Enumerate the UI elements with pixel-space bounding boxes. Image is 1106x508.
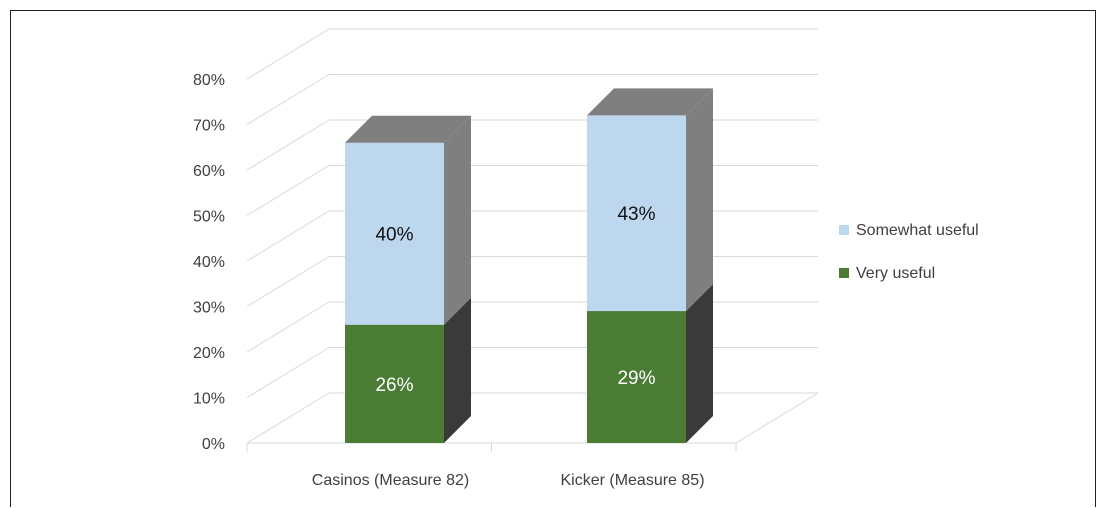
legend-swatch-very-useful: [839, 268, 849, 278]
grid-diagonal: [246, 210, 330, 262]
bar-segment-front: [587, 115, 686, 312]
bar-segment-side: [444, 115, 471, 325]
y-tick-label: 50%: [193, 209, 225, 226]
grid-diagonal: [246, 165, 330, 216]
bar-segment-front: [345, 324, 444, 443]
legend-swatch-somewhat-useful: [839, 225, 849, 235]
y-tick-label: 20%: [193, 345, 225, 362]
y-tick-label: 70%: [193, 118, 225, 135]
x-category-label: Kicker (Measure 85): [560, 472, 704, 489]
x-axis-categories: Casinos (Measure 82) Kicker (Measure 85): [312, 472, 705, 489]
bars: 26% 40% 29% 43%: [345, 88, 713, 443]
legend: Somewhat useful Very useful: [839, 222, 979, 282]
y-tick-label: 0%: [202, 436, 225, 453]
bar-segment-front: [345, 142, 444, 325]
x-category-label: Casinos (Measure 82): [312, 472, 469, 489]
chart-frame: 0% 10% 20% 30% 40% 50% 60% 70% 80% 26% 40% 29% 43% …: [10, 10, 1096, 507]
stacked-bar-chart: 0%10%20%30%40%50%60%70%80% 26%40%29%43% …: [193, 28, 979, 489]
bar-segment-side: [686, 284, 713, 443]
bar-segment-side: [686, 88, 713, 312]
data-label: 40%: [375, 225, 413, 246]
bar-segment-side: [444, 297, 471, 443]
bar-top-face: [587, 88, 713, 116]
bar-top-face: [345, 115, 471, 143]
y-tick-label: 60%: [193, 163, 225, 180]
grid-diagonal: [246, 28, 330, 80]
grid-diagonal: [246, 256, 330, 307]
grid-diagonal: [246, 301, 330, 353]
legend-label-somewhat-useful: Somewhat useful: [856, 222, 979, 239]
grid-diagonal: [246, 119, 330, 171]
grid-diagonal: [246, 347, 330, 398]
y-tick-label: 80%: [193, 72, 225, 89]
bar-segment-front: [587, 311, 686, 443]
y-tick-label: 30%: [193, 300, 225, 317]
y-tick-label: 40%: [193, 254, 225, 271]
y-tick-label: 10%: [193, 391, 225, 408]
grid-diagonal: [246, 392, 330, 444]
floor-right-edge: [735, 392, 819, 444]
grid-diagonal: [246, 74, 330, 125]
grid-layer: [246, 28, 819, 452]
legend-label-very-useful: Very useful: [856, 265, 935, 282]
data-label: 26%: [375, 375, 413, 396]
data-label: 29%: [617, 368, 655, 389]
data-label: 43%: [617, 204, 655, 225]
y-axis-ticks: 0% 10% 20% 30% 40% 50% 60% 70% 80%: [193, 72, 225, 453]
